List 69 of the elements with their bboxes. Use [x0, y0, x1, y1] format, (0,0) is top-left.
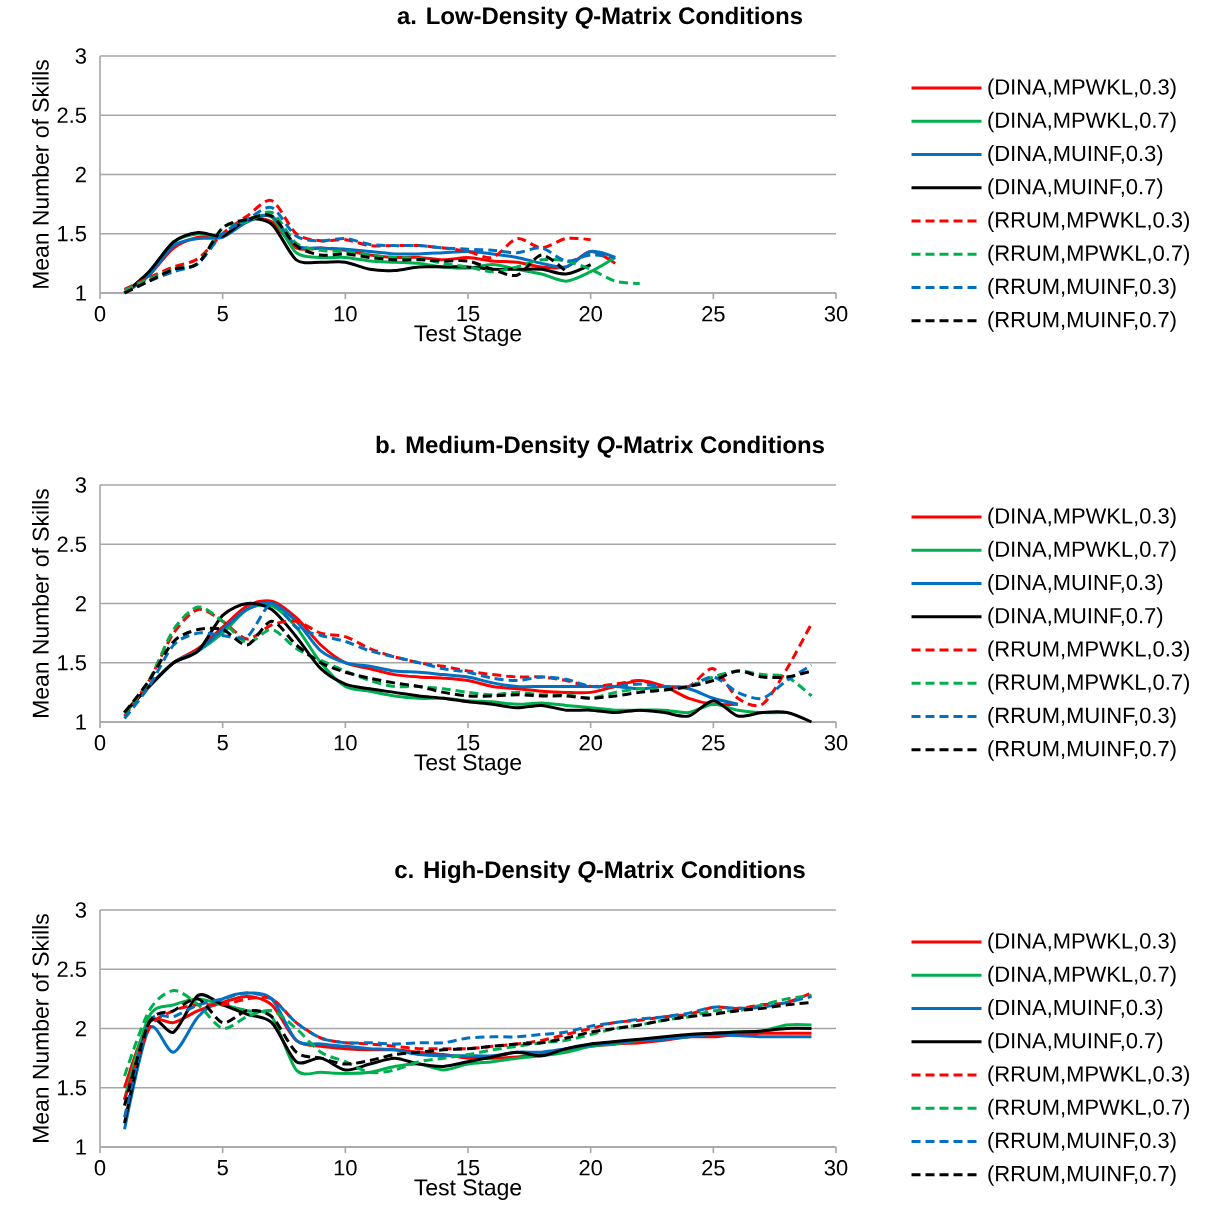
- y-tick-label: 2.5: [57, 536, 87, 553]
- x-axis-title: Test Stage: [414, 325, 522, 346]
- x-tick-label: 15: [457, 306, 480, 322]
- y-tick-label: 1.5: [58, 1080, 87, 1096]
- chart-title: c. High-Density Q-Matrix Conditions: [395, 860, 805, 884]
- x-tick-label: 20: [579, 1160, 602, 1176]
- legend-label: (DINA,MPWKL,0.7): [988, 540, 1176, 562]
- x-tick-label: 25: [702, 735, 725, 751]
- y-tick-label: 2: [75, 595, 86, 612]
- legend-label: (DINA,MUINF,0.3): [988, 574, 1163, 595]
- x-axis-title: Test Stage: [414, 754, 522, 775]
- x-tick-label: 15: [457, 735, 480, 751]
- legend-label: (DINA,MPWKL,0.7): [988, 111, 1176, 133]
- legend-label: (DINA,MPWKL,0.3): [988, 932, 1176, 954]
- x-axis-title: Test Stage: [414, 1179, 522, 1200]
- x-tick-label: 5: [217, 306, 228, 322]
- legend-label: (DINA,MUINF,0.7): [988, 178, 1163, 199]
- x-tick-label: 15: [457, 1160, 480, 1176]
- x-tick-label: 30: [824, 735, 848, 751]
- x-tick-label: 5: [217, 735, 228, 751]
- legend-label: (RRUM,MUINF,0.7): [988, 740, 1176, 761]
- legend-label: (RRUM,MUINF,0.7): [988, 1165, 1176, 1186]
- legend-label: (RRUM,MPWKL,0.7): [988, 1098, 1189, 1120]
- y-tick-label: 2.5: [57, 107, 87, 124]
- x-tick-label: 25: [702, 1160, 725, 1176]
- x-tick-label: 30: [824, 306, 848, 322]
- y-tick-label: 2.5: [57, 961, 87, 978]
- y-tick-label: 1: [76, 714, 86, 730]
- x-tick-label: 20: [579, 735, 602, 751]
- legend-label: (RRUM,MPWKL,0.3): [988, 640, 1189, 661]
- legend-label: (DINA,MUINF,0.3): [988, 145, 1163, 166]
- y-tick-label: 1: [76, 285, 86, 301]
- y-tick-label: 3: [75, 902, 86, 918]
- chart-title: a. Low-Density Q-Matrix Conditions: [397, 6, 803, 30]
- y-tick-label: 1.5: [58, 226, 87, 242]
- chart-title: b. Medium-Density Q-Matrix Conditions: [376, 435, 824, 459]
- x-tick-label: 20: [579, 306, 602, 322]
- x-tick-label: 0: [94, 1160, 106, 1176]
- legend-label: (RRUM,MUINF,0.3): [988, 1132, 1176, 1153]
- y-axis-title: Mean Number of Skills: [31, 489, 49, 717]
- legend-label: (DINA,MPWKL,0.7): [988, 965, 1176, 987]
- y-axis-title: Mean Number of Skills: [31, 914, 49, 1142]
- legend-label: (RRUM,MUINF,0.3): [988, 278, 1176, 299]
- y-tick-label: 3: [75, 48, 86, 64]
- legend-label: (DINA,MUINF,0.7): [988, 1032, 1163, 1053]
- y-tick-label: 2: [75, 1020, 86, 1037]
- legend-label: (DINA,MUINF,0.3): [988, 999, 1163, 1020]
- x-tick-label: 0: [94, 735, 106, 751]
- legend-label: (RRUM,MUINF,0.3): [988, 707, 1176, 728]
- legend-label: (DINA,MPWKL,0.3): [988, 507, 1176, 529]
- legend-label: (DINA,MPWKL,0.3): [988, 78, 1176, 100]
- x-tick-label: 10: [334, 735, 357, 751]
- legend-label: (RRUM,MPWKL,0.7): [988, 673, 1189, 695]
- x-tick-label: 10: [334, 1160, 357, 1176]
- x-tick-label: 0: [94, 306, 106, 322]
- legend-label: (RRUM,MPWKL,0.3): [988, 211, 1189, 232]
- legend-label: (RRUM,MPWKL,0.3): [988, 1065, 1189, 1086]
- y-tick-label: 3: [75, 477, 86, 493]
- x-tick-label: 25: [702, 306, 725, 322]
- legend-label: (RRUM,MUINF,0.7): [988, 311, 1176, 332]
- legend-label: (RRUM,MPWKL,0.7): [988, 244, 1189, 266]
- y-axis-title: Mean Number of Skills: [31, 60, 49, 288]
- y-tick-label: 2: [75, 166, 86, 183]
- y-tick-label: 1.5: [58, 655, 87, 671]
- x-tick-label: 5: [217, 1160, 228, 1176]
- x-tick-label: 10: [334, 306, 357, 322]
- x-tick-label: 30: [824, 1160, 848, 1176]
- y-tick-label: 1: [76, 1139, 86, 1155]
- legend-label: (DINA,MUINF,0.7): [988, 607, 1163, 628]
